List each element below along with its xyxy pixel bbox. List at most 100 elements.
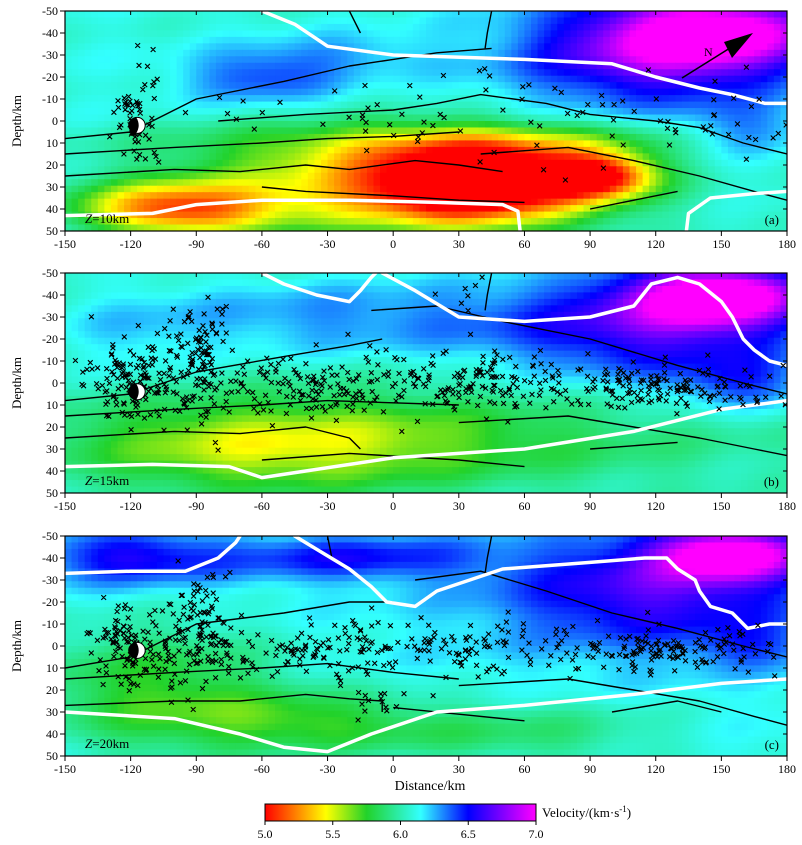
velocity-cell (636, 43, 644, 51)
velocity-cell (675, 318, 683, 326)
velocity-cell (163, 30, 171, 38)
velocity-cell (202, 43, 210, 51)
velocity-cell (229, 95, 237, 103)
velocity-cell (708, 331, 716, 339)
velocity-cell (426, 36, 434, 44)
velocity-cell (708, 211, 716, 219)
velocity-cell (406, 331, 414, 339)
velocity-cell (124, 273, 132, 281)
velocity-cell (734, 88, 742, 96)
velocity-cell (163, 127, 171, 135)
velocity-cell (452, 279, 460, 287)
velocity-cell (511, 133, 519, 142)
velocity-cell (209, 17, 217, 25)
velocity-cell (701, 153, 709, 161)
velocity-cell (603, 49, 611, 57)
velocity-cell (189, 146, 197, 154)
velocity-cell (412, 82, 421, 90)
velocity-cell (255, 108, 263, 116)
velocity-cell (366, 95, 375, 103)
velocity-cell (327, 292, 335, 300)
velocity-cell (150, 56, 158, 64)
velocity-cell (202, 108, 210, 116)
velocity-cell (636, 88, 644, 96)
velocity-cell (642, 292, 650, 300)
velocity-cell (137, 192, 145, 200)
velocity-cell (681, 185, 690, 193)
velocity-cell (662, 17, 670, 25)
velocity-cell (773, 82, 782, 90)
velocity-cell (347, 337, 355, 345)
velocity-cell (176, 298, 184, 306)
velocity-cell (478, 292, 486, 300)
velocity-cell (557, 101, 565, 109)
velocity-cell (334, 17, 342, 25)
velocity-cell (340, 88, 348, 96)
velocity-cell (426, 75, 434, 83)
velocity-cell (386, 108, 394, 116)
velocity-cell (458, 279, 466, 287)
velocity-cell (261, 224, 270, 231)
velocity-cell (202, 82, 210, 90)
velocity-cell (150, 285, 158, 294)
velocity-cell (537, 172, 545, 180)
velocity-cell (399, 88, 407, 96)
velocity-cell (471, 205, 480, 213)
velocity-cell (242, 82, 250, 90)
velocity-cell (65, 331, 73, 339)
velocity-cell (452, 273, 460, 281)
velocity-cell (426, 185, 434, 193)
velocity-cell (386, 292, 394, 300)
velocity-cell (124, 11, 132, 19)
velocity-cell (209, 153, 217, 161)
velocity-cell (91, 285, 99, 294)
velocity-cell (268, 56, 276, 64)
velocity-cell (189, 133, 197, 142)
velocity-cell (275, 305, 283, 313)
velocity-cell (71, 62, 79, 70)
velocity-cell (649, 159, 657, 167)
velocity-cell (156, 146, 165, 154)
velocity-cell (662, 146, 670, 154)
velocity-cell (596, 192, 604, 200)
velocity-cell (202, 36, 210, 44)
velocity-cell (156, 11, 165, 19)
velocity-cell (406, 192, 414, 200)
velocity-cell (517, 23, 526, 32)
velocity-cell (727, 101, 736, 109)
velocity-cell (229, 69, 237, 77)
velocity-cell (334, 95, 342, 103)
velocity-cell (334, 88, 342, 96)
velocity-cell (754, 101, 762, 109)
velocity-cell (307, 146, 316, 154)
velocity-cell (91, 159, 99, 167)
velocity-cell (498, 305, 506, 313)
velocity-cell (714, 101, 722, 109)
velocity-cell (380, 285, 388, 294)
velocity-cell (163, 279, 171, 287)
velocity-cell (176, 88, 184, 96)
velocity-cell (767, 49, 775, 57)
velocity-cell (97, 285, 105, 294)
velocity-cell (366, 146, 375, 154)
velocity-cell (517, 285, 526, 294)
velocity-cell (622, 211, 631, 219)
velocity-cell (531, 292, 539, 300)
velocity-cell (767, 121, 775, 129)
velocity-cell (130, 101, 138, 109)
velocity-cell (675, 95, 683, 103)
velocity-cell (773, 331, 782, 339)
velocity-cell (412, 205, 421, 213)
velocity-cell (281, 108, 289, 116)
velocity-cell (320, 133, 329, 142)
velocity-cell (124, 43, 132, 51)
velocity-cell (727, 153, 736, 161)
velocity-cell (498, 211, 506, 219)
velocity-cell (550, 127, 558, 135)
velocity-cell (183, 298, 191, 306)
velocity-cell (189, 292, 197, 300)
velocity-cell (596, 11, 604, 19)
velocity-cell (196, 324, 204, 332)
velocity-cell (91, 17, 99, 25)
velocity-cell (347, 69, 355, 77)
